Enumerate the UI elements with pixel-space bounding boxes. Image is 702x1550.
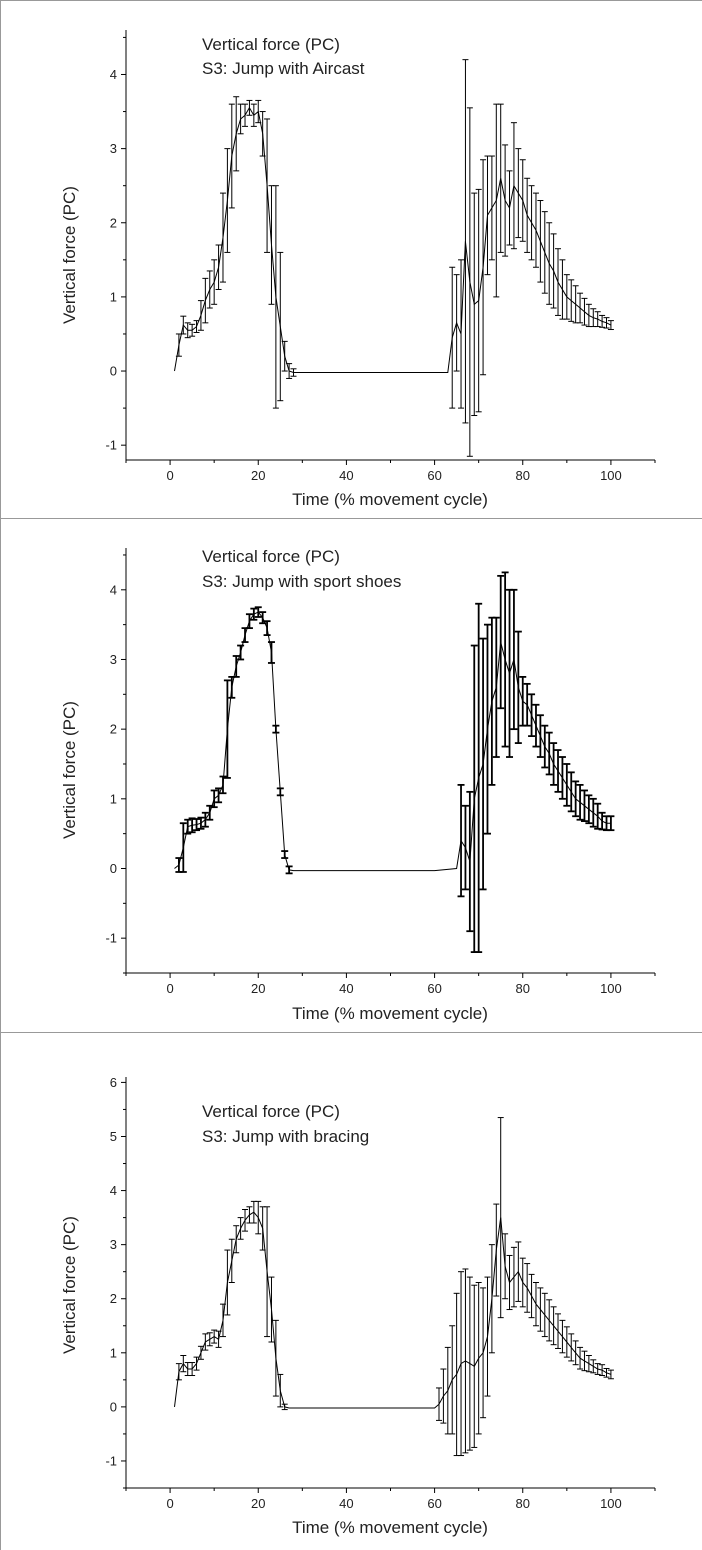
- panel-sport-shoes-title: Vertical force (PC): [202, 547, 340, 566]
- aircast-y-tick-label: 0: [110, 364, 117, 379]
- aircast-y-tick-label: 4: [110, 67, 117, 82]
- panel-bracing-title: Vertical force (PC): [202, 1102, 340, 1121]
- sport-shoes-x-tick-label: 0: [166, 981, 173, 996]
- bracing-y-tick-label: 1: [110, 1345, 117, 1360]
- bracing-y-tick-label: -1: [105, 1453, 117, 1468]
- bracing-y-tick-label: 5: [110, 1129, 117, 1144]
- sport-shoes-y-tick-label: 0: [110, 861, 117, 876]
- aircast-x-tick-label: 100: [600, 468, 622, 483]
- panel-aircast-title: Vertical force (PC): [202, 35, 340, 54]
- sport-shoes-y-tick-label: 3: [110, 652, 117, 667]
- aircast-x-tick-label: 40: [339, 468, 353, 483]
- panel-aircast-subtitle: S3: Jump with Aircast: [202, 59, 365, 78]
- sport-shoes-mean-line: [174, 611, 611, 872]
- aircast-x-tick-label: 80: [516, 468, 530, 483]
- bracing-y-tick-label: 2: [110, 1291, 117, 1306]
- bracing-x-tick-label: 80: [516, 1496, 530, 1511]
- sport-shoes-x-tick-label: 20: [251, 981, 265, 996]
- panel-aircast-xlabel: Time (% movement cycle): [292, 490, 488, 509]
- sport-shoes-x-tick-label: 80: [516, 981, 530, 996]
- sport-shoes-y-tick-label: 4: [110, 582, 117, 597]
- sport-shoes-y-tick-label: 2: [110, 722, 117, 737]
- bracing-y-tick-label: 4: [110, 1183, 117, 1198]
- panel-bracing-xlabel: Time (% movement cycle): [292, 1518, 488, 1537]
- bracing-y-tick-label: 3: [110, 1237, 117, 1252]
- bracing-x-tick-label: 60: [427, 1496, 441, 1511]
- panel-sport-shoes-ylabel: Vertical force (PC): [60, 701, 79, 839]
- aircast-mean-line: [174, 106, 612, 373]
- sport-shoes-x-tick-label: 40: [339, 981, 353, 996]
- bracing-x-tick-label: 40: [339, 1496, 353, 1511]
- sport-shoes-x-tick-label: 60: [427, 981, 441, 996]
- aircast-y-tick-label: 1: [110, 289, 117, 304]
- panel-aircast-ylabel: Vertical force (PC): [60, 186, 79, 324]
- panel-sport-shoes-xlabel: Time (% movement cycle): [292, 1004, 488, 1023]
- panel-bracing-ylabel: Vertical force (PC): [60, 1216, 79, 1354]
- panel-sport-shoes-subtitle: S3: Jump with sport shoes: [202, 572, 401, 591]
- bracing-y-tick-label: 0: [110, 1399, 117, 1414]
- bracing-x-tick-label: 100: [600, 1496, 622, 1511]
- aircast-y-tick-label: -1: [105, 438, 117, 453]
- panel-bracing-subtitle: S3: Jump with bracing: [202, 1127, 369, 1146]
- aircast-y-tick-label: 3: [110, 141, 117, 156]
- sport-shoes-y-tick-label: -1: [105, 931, 117, 946]
- bracing-x-tick-label: 0: [166, 1496, 173, 1511]
- sport-shoes-y-tick-label: 1: [110, 791, 117, 806]
- bracing-y-tick-label: 6: [110, 1075, 117, 1090]
- bracing-x-tick-label: 20: [251, 1496, 265, 1511]
- bracing-mean-line: [174, 1211, 612, 1409]
- aircast-y-tick-label: 2: [110, 215, 117, 230]
- aircast-x-tick-label: 60: [427, 468, 441, 483]
- aircast-x-tick-label: 0: [166, 468, 173, 483]
- aircast-x-tick-label: 20: [251, 468, 265, 483]
- sport-shoes-x-tick-label: 100: [600, 981, 622, 996]
